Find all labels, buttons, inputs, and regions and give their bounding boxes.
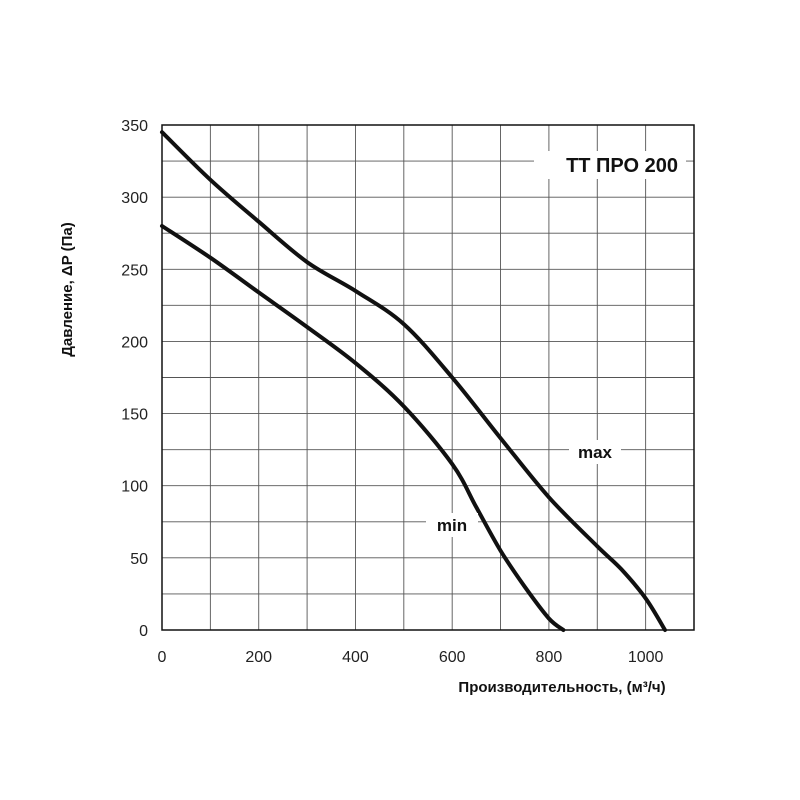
series-label-background xyxy=(569,440,621,464)
x-tick-label: 400 xyxy=(342,649,369,666)
x-tick-label: 800 xyxy=(536,649,563,666)
series-label-background xyxy=(426,513,478,537)
y-tick-label: 200 xyxy=(121,334,148,351)
title-background xyxy=(534,151,686,179)
grid-lines xyxy=(162,125,694,630)
x-tick-labels: 0 200 400 600 800 1000 xyxy=(158,649,664,666)
curve-max xyxy=(160,130,667,632)
curve-min xyxy=(160,224,566,632)
series-labels: max min xyxy=(426,440,621,537)
y-tick-label: 50 xyxy=(130,551,148,568)
y-tick-label: 0 xyxy=(139,623,148,640)
x-axis-label: Производительность, (м³/ч) xyxy=(458,679,665,696)
x-tick-label: 200 xyxy=(245,649,272,666)
y-axis-label: Давление, ΔP (Па) xyxy=(59,222,76,356)
y-tick-label: 300 xyxy=(121,190,148,207)
y-tick-label: 150 xyxy=(121,407,148,424)
series-label-max: max xyxy=(578,443,613,462)
plot-frame xyxy=(161,124,695,631)
y-tick-label: 100 xyxy=(121,479,148,496)
curves xyxy=(160,130,667,632)
series-label-min: min xyxy=(437,516,467,535)
y-tick-label: 350 xyxy=(121,118,148,135)
x-tick-label: 1000 xyxy=(628,649,664,666)
y-tick-labels: 0 50 100 150 200 250 300 350 xyxy=(121,118,148,640)
x-tick-label: 600 xyxy=(439,649,466,666)
x-tick-label: 0 xyxy=(158,649,167,666)
y-tick-label: 250 xyxy=(121,262,148,279)
model-title: TT ПРО 200 xyxy=(566,155,678,177)
